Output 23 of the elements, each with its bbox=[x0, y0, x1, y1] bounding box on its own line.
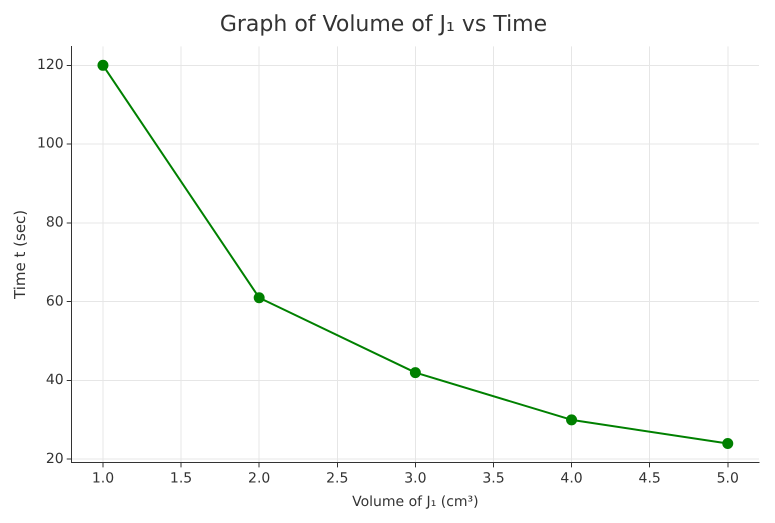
point bbox=[97, 60, 108, 71]
x-tick-label: 2.0 bbox=[248, 470, 270, 486]
point bbox=[566, 414, 578, 426]
x-tick-label: 1.0 bbox=[92, 470, 114, 486]
y-tick-label: 80 bbox=[46, 214, 64, 231]
y-tick-label: 40 bbox=[46, 372, 64, 388]
point bbox=[410, 367, 421, 378]
point bbox=[722, 438, 734, 449]
x-tick-label: 5.0 bbox=[716, 470, 739, 486]
y-tick-label: 20 bbox=[46, 450, 64, 467]
x-tick-label: 3.0 bbox=[404, 470, 426, 486]
y-axis-title: Time t (sec) bbox=[10, 210, 29, 300]
point bbox=[254, 292, 265, 304]
x-axis-title: Volume of J₁ (cm³) bbox=[352, 494, 479, 510]
x-tick-label: 2.5 bbox=[326, 470, 348, 486]
x-tick-label: 4.5 bbox=[638, 470, 661, 486]
y-tick-label: 60 bbox=[46, 293, 64, 310]
y-tick-label: 120 bbox=[36, 56, 64, 73]
x-tick-label: 1.5 bbox=[170, 470, 192, 486]
chart-title: Graph of Volume of J₁ vs Time bbox=[220, 12, 548, 37]
x-tick-label: 3.5 bbox=[482, 470, 505, 486]
y-tick-label: 100 bbox=[36, 136, 64, 152]
x-tick-label: 4.0 bbox=[560, 470, 583, 486]
